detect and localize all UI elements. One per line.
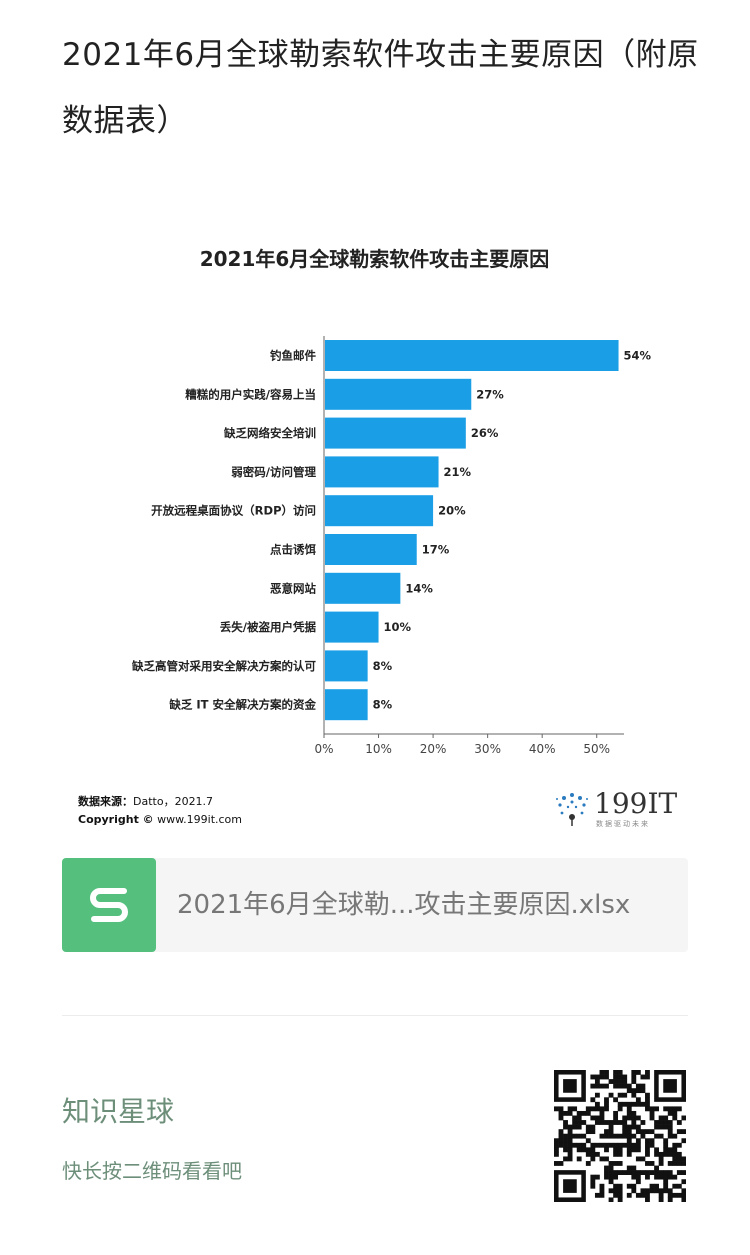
category-label: 缺乏高管对采用安全解决方案的认可 (131, 659, 316, 673)
chart-title: 2021年6月全球勒索软件攻击主要原因 (199, 247, 550, 271)
spreadsheet-s-icon (62, 858, 156, 952)
category-label: 缺乏 IT 安全解决方案的资金 (168, 698, 316, 712)
attachment-filename: 2021年6月全球勒...攻击主要原因.xlsx (177, 890, 631, 920)
copyright-label: Copyright © (78, 813, 154, 826)
category-label: 恶意网站 (270, 581, 316, 595)
bar (325, 689, 368, 721)
data-label: 26% (471, 426, 499, 440)
data-label: 20% (438, 504, 466, 518)
data-label: 10% (384, 620, 412, 634)
logo-subtext: 数据驱动未来 (596, 820, 650, 828)
qr-code-icon[interactable] (554, 1070, 686, 1202)
x-tick-label: 40% (529, 742, 556, 756)
bar (325, 650, 368, 682)
bar (325, 340, 619, 371)
bar (325, 378, 472, 410)
data-label: 54% (624, 349, 652, 363)
category-label: 弱密码/访问管理 (231, 465, 316, 479)
data-label: 8% (373, 698, 393, 712)
data-label: 14% (405, 581, 433, 595)
divider (62, 1015, 688, 1016)
bar (325, 611, 379, 643)
x-tick-label: 10% (365, 742, 392, 756)
knowledge-planet-title: 知识星球 (62, 1095, 175, 1128)
logo-text: 199IT (594, 787, 678, 820)
dandelion-logo-icon (556, 793, 588, 826)
copyright-line: Copyright © www.199it.com (78, 813, 242, 826)
logo-199it: 199IT 数据驱动未来 (552, 787, 682, 831)
copyright-value: www.199it.com (157, 813, 243, 826)
bar (325, 572, 401, 604)
category-label: 丢失/被盗用户凭据 (220, 620, 317, 634)
source-label: 数据来源： (78, 795, 133, 808)
bar (325, 495, 434, 527)
chart-image: 钓鱼邮件 54% 糟糕的用户实践/容易上当 27% 缺乏网络安全培训 26% 弱密码/访问管… (62, 225, 687, 840)
source-value: Datto，2021.7 (133, 795, 214, 808)
bar (325, 534, 417, 565)
page-title: 2021年6月全球勒索软件攻击主要原因（附原数据表） (62, 37, 699, 139)
x-tick-label: 50% (583, 742, 610, 756)
bar (325, 456, 439, 488)
source-line: 数据来源：Datto，2021.7 (78, 793, 213, 809)
category-label: 缺乏网络安全培训 (223, 426, 316, 440)
knowledge-planet-subtitle: 快长按二维码看看吧 (62, 1159, 242, 1183)
category-label: 钓鱼邮件 (270, 349, 316, 363)
bar (325, 417, 466, 449)
category-label: 糟糕的用户实践/容易上当 (185, 387, 316, 401)
data-label: 8% (373, 659, 393, 673)
category-label: 点击诱饵 (270, 543, 316, 557)
x-tick-label: 20% (420, 742, 447, 756)
bar-chart: 钓鱼邮件 54% 糟糕的用户实践/容易上当 27% 缺乏网络安全培训 26% 弱密码/访问管… (131, 336, 652, 756)
x-tick-label: 0% (314, 742, 333, 756)
data-label: 17% (422, 543, 450, 557)
attachment-card[interactable]: 2021年6月全球勒...攻击主要原因.xlsx (62, 858, 688, 952)
x-tick-label: 30% (474, 742, 501, 756)
data-label: 21% (444, 465, 472, 479)
data-label: 27% (476, 387, 504, 401)
category-label: 开放远程桌面协议（RDP）访问 (151, 504, 316, 518)
